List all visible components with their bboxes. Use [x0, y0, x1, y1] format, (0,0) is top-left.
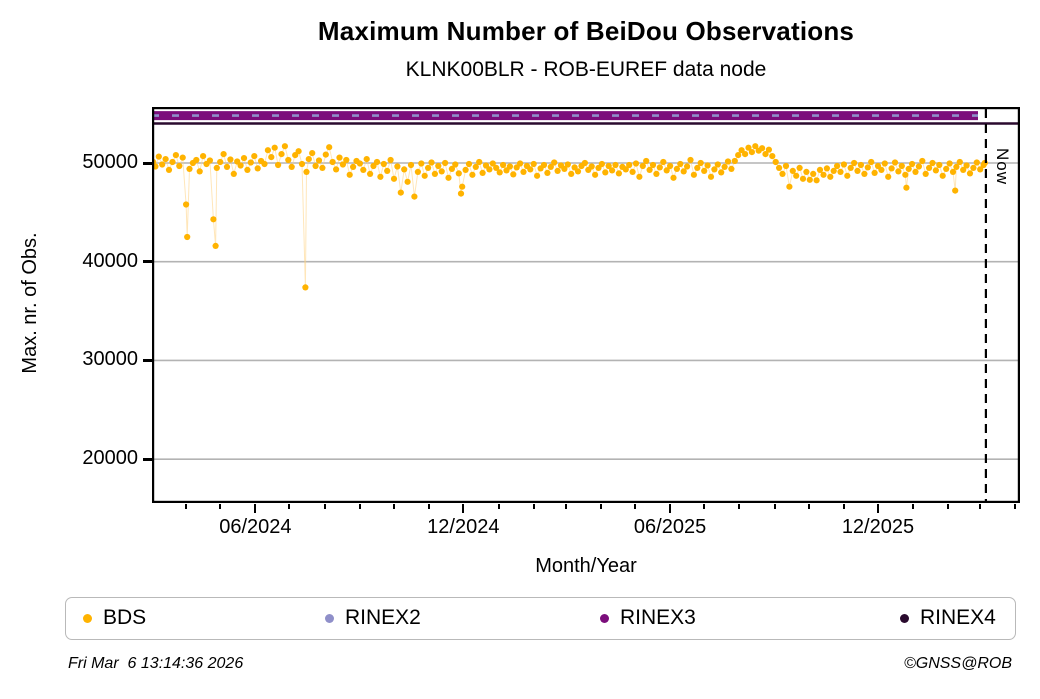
- now-marker-label: Now: [993, 148, 1012, 186]
- x-axis-minor-tick: [947, 504, 950, 509]
- x-tick-label: 06/2024: [219, 516, 292, 538]
- legend-label-rinex4: RINEX4: [920, 606, 996, 629]
- legend-label-rinex2: RINEX2: [345, 606, 421, 629]
- legend-label-bds: BDS: [103, 606, 147, 629]
- x-tick-label: 06/2025: [633, 516, 707, 538]
- x-axis-minor-tick: [497, 504, 500, 509]
- x-axis-minor-tick: [912, 504, 915, 509]
- y-axis-tick: [143, 358, 152, 362]
- x-axis-minor-tick: [185, 504, 188, 509]
- legend-item-rinex3: RINEX3: [600, 606, 696, 630]
- x-axis-minor-tick: [738, 504, 741, 509]
- x-axis-minor-tick: [323, 504, 326, 509]
- rinex3-marker-icon: [600, 613, 609, 623]
- x-axis-major-tick: [254, 504, 257, 513]
- y-axis-tick: [143, 457, 152, 461]
- x-axis-minor-tick: [288, 504, 291, 509]
- x-axis-label: Month/Year: [535, 555, 637, 577]
- rinex2-marker-icon: [325, 613, 334, 623]
- x-axis-minor-tick: [842, 504, 845, 509]
- x-tick-label: 12/2024: [427, 516, 500, 538]
- legend-item-rinex2: RINEX2: [325, 606, 421, 630]
- y-axis-tick: [143, 161, 152, 165]
- x-axis-minor-tick: [219, 504, 222, 509]
- x-axis-minor-tick: [532, 504, 535, 509]
- legend-item-bds: BDS: [83, 606, 146, 630]
- x-axis-minor-tick: [807, 504, 810, 509]
- x-axis-minor-tick: [392, 504, 395, 509]
- y-axis-label: Max. nr. of Obs.: [19, 232, 41, 374]
- x-axis-major-tick: [668, 504, 671, 513]
- rinex4-marker-icon: [900, 613, 909, 623]
- y-tick-label: 20000: [82, 447, 138, 470]
- y-axis-tick: [143, 260, 152, 264]
- y-tick-label: 40000: [82, 249, 138, 272]
- chart-title: Maximum Number of BeiDou Observations: [317, 16, 855, 46]
- x-axis-minor-tick: [633, 504, 636, 509]
- x-axis-minor-tick: [428, 504, 431, 509]
- scatter-plot-area: [152, 107, 1020, 503]
- x-axis-minor-tick: [358, 504, 361, 509]
- x-axis-minor-tick: [564, 504, 567, 509]
- x-axis-minor-tick: [599, 504, 602, 509]
- legend-item-rinex4: RINEX4: [900, 606, 996, 630]
- timestamp-text: Fri Mar 6 13:14:36 2026: [68, 655, 244, 672]
- legend-label-rinex3: RINEX3: [620, 606, 696, 629]
- x-axis-minor-tick: [703, 504, 706, 509]
- legend: BDS RINEX2 RINEX3 RINEX4: [65, 597, 1016, 640]
- x-axis-minor-tick: [1014, 504, 1017, 509]
- chart-subtitle: KLNK00BLR - ROB-EUREF data node: [405, 58, 767, 81]
- bds-marker-icon: [83, 613, 92, 623]
- y-tick-label: 30000: [82, 348, 138, 371]
- x-tick-label: 12/2025: [841, 516, 915, 538]
- x-axis-minor-tick: [979, 504, 982, 509]
- y-tick-label: 50000: [82, 151, 138, 173]
- x-axis-minor-tick: [773, 504, 776, 509]
- x-axis-major-tick: [462, 504, 465, 513]
- copyright-text: ©GNSS@ROB: [903, 655, 1012, 672]
- x-axis-major-tick: [876, 504, 879, 513]
